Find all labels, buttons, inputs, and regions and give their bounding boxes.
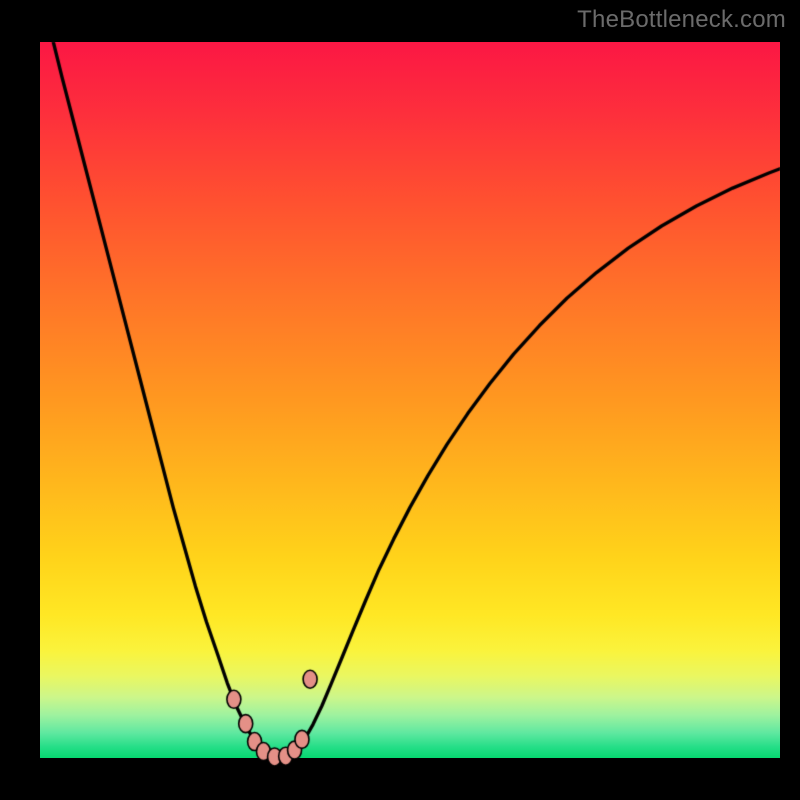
chart-stage: TheBottleneck.com: [0, 0, 800, 800]
watermark-text: TheBottleneck.com: [577, 6, 786, 34]
bottleneck-curve-canvas: [0, 0, 800, 800]
